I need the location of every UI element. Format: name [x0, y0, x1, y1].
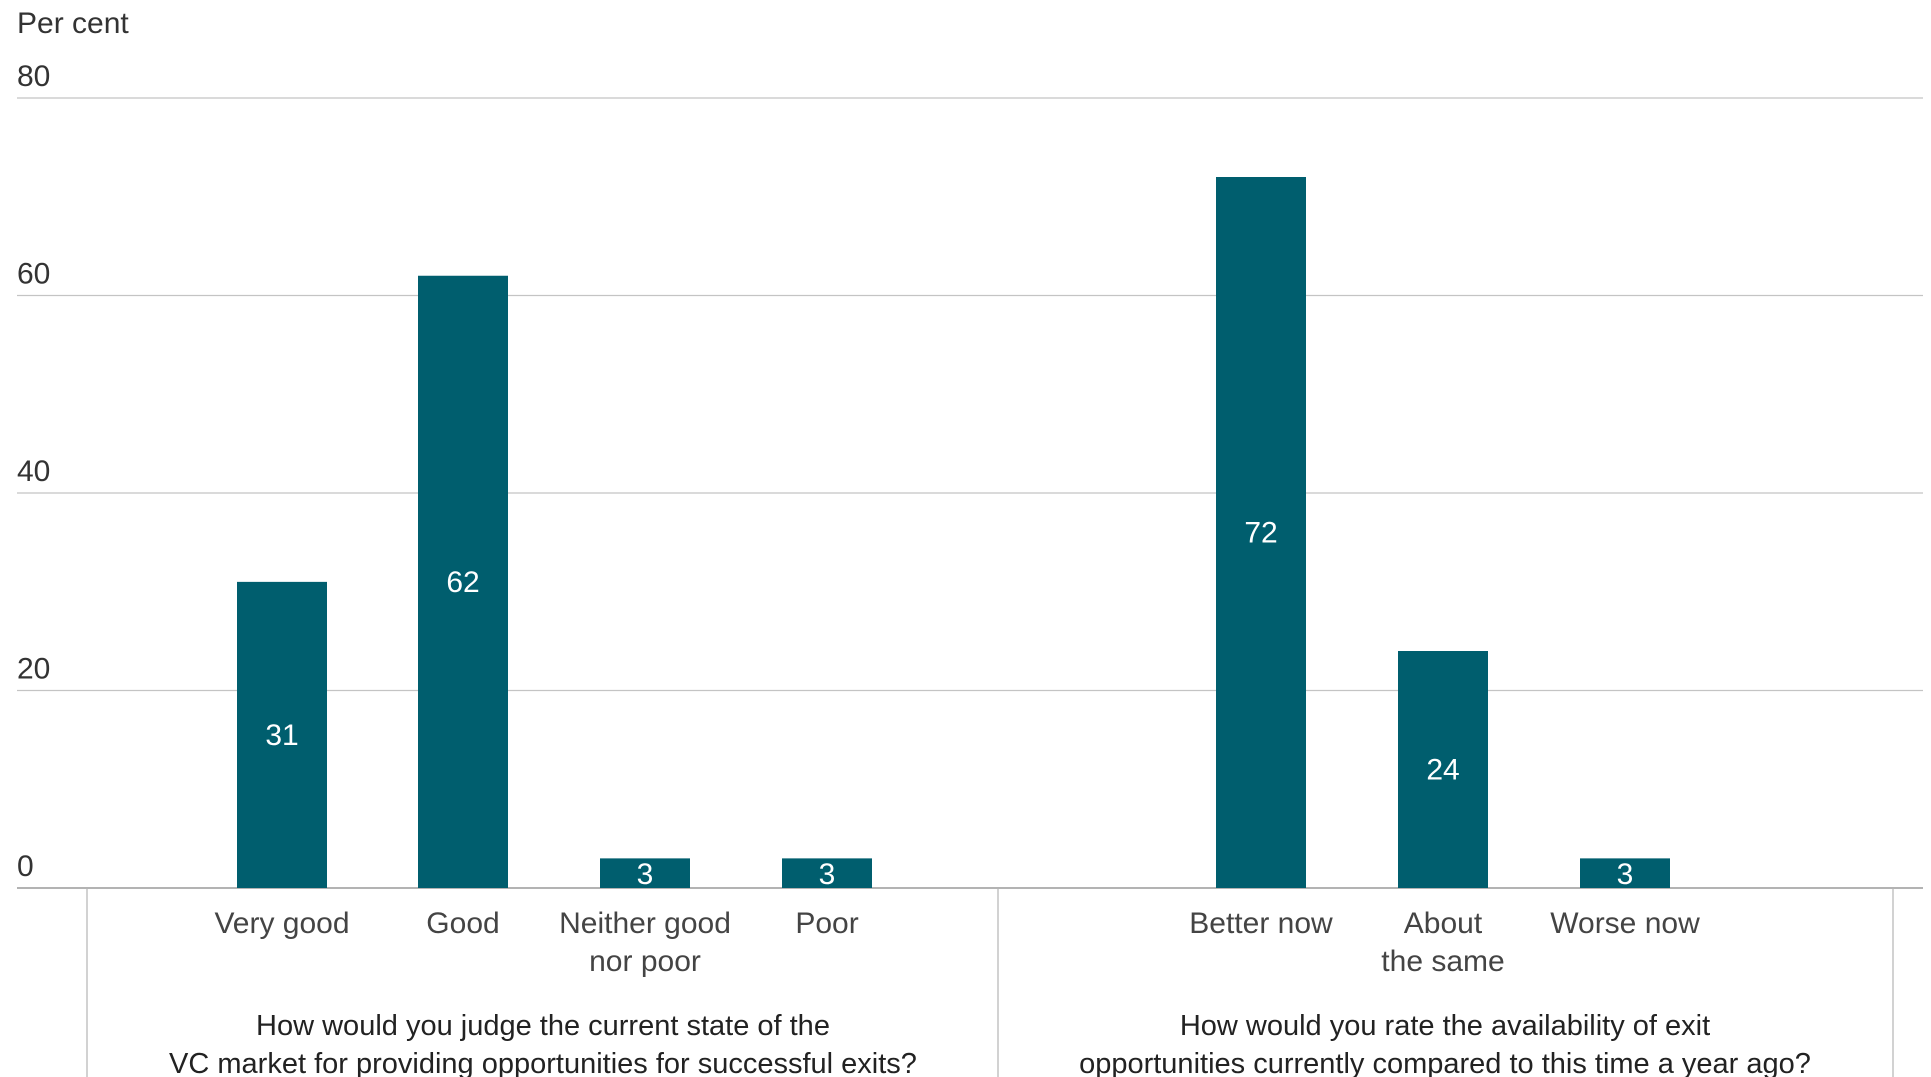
value-label-1-2: 3 — [1617, 858, 1634, 891]
group-titles: How would you judge the current state of… — [169, 1010, 1811, 1077]
category-label-0-2: nor poor — [589, 945, 701, 978]
bar-0-3 — [782, 858, 872, 888]
y-tick-20: 20 — [17, 653, 50, 686]
y-tick-80: 80 — [17, 60, 50, 93]
bar-0-0 — [237, 581, 327, 888]
group-title-0: VC market for providing opportunities fo… — [169, 1048, 917, 1077]
y-tick-40: 40 — [17, 455, 50, 488]
value-label-0-2: 3 — [637, 858, 654, 891]
category-label-0-1: Good — [426, 907, 499, 940]
value-label-1-1: 24 — [1426, 754, 1459, 787]
value-label-1-0: 72 — [1244, 517, 1277, 550]
category-labels: Very good Good Neither good nor poor Poor Bet… — [214, 907, 1700, 978]
category-label-1-1: About — [1404, 907, 1483, 940]
bar-1-1 — [1398, 651, 1488, 888]
category-label-1-0: Better now — [1189, 907, 1333, 940]
y-axis-label: Per cent — [17, 7, 129, 40]
y-tick-0: 0 — [17, 850, 34, 883]
value-labels: 31 62 3 3 72 24 3 — [265, 517, 1633, 892]
group-title-1: opportunities currently compared to this… — [1079, 1048, 1811, 1077]
y-tick-60: 60 — [17, 258, 50, 291]
bar-1-0 — [1216, 177, 1306, 888]
bar-0-2 — [600, 858, 690, 888]
bar-0-1 — [418, 275, 508, 888]
y-tick-labels: 0 20 40 60 80 — [17, 60, 50, 883]
category-label-0-0: Very good — [214, 907, 349, 940]
category-label-1-1: the same — [1381, 945, 1504, 978]
bars — [237, 177, 1670, 888]
bar-1-2 — [1580, 858, 1670, 888]
category-label-1-2: Worse now — [1550, 907, 1700, 940]
group-dividers — [86, 888, 1894, 1077]
value-label-0-0: 31 — [265, 719, 298, 752]
value-label-0-3: 3 — [819, 858, 836, 891]
category-label-0-3: Poor — [795, 907, 858, 940]
category-label-0-2: Neither good — [559, 907, 731, 940]
value-label-0-1: 62 — [446, 566, 479, 599]
group-title-0: How would you judge the current state of… — [256, 1010, 830, 1042]
group-title-1: How would you rate the availability of e… — [1180, 1010, 1710, 1042]
